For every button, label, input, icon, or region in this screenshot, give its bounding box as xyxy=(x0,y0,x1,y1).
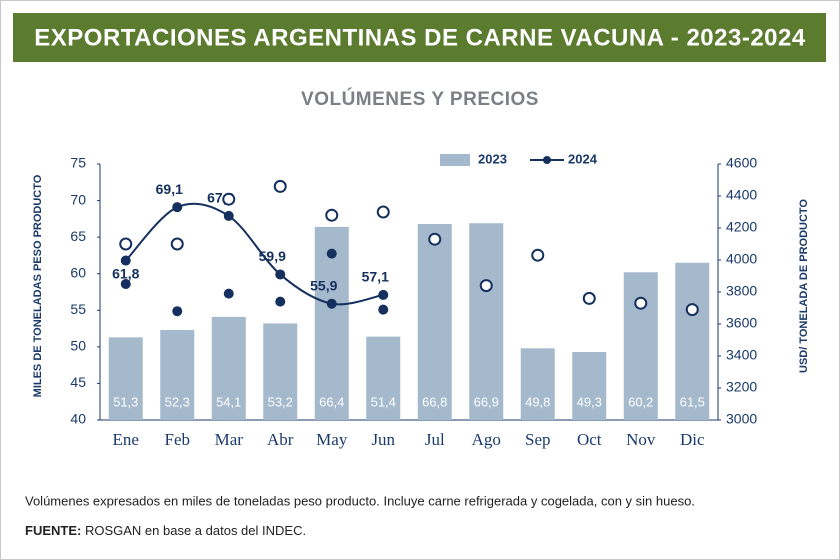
chart-title: EXPORTACIONES ARGENTINAS DE CARNE VACUNA… xyxy=(34,24,806,51)
scatter-point xyxy=(172,306,183,317)
line-value-label: 59,9 xyxy=(259,248,286,264)
line-point xyxy=(275,269,286,280)
scatter-point xyxy=(170,237,184,251)
source-text: ROSGAN en base a datos del INDEC. xyxy=(85,523,306,538)
bar-value-label: 60,2 xyxy=(628,394,653,409)
scatter-point xyxy=(325,208,339,222)
x-tick-label: May xyxy=(316,430,348,449)
bar xyxy=(520,348,555,420)
bar-value-label: 66,9 xyxy=(474,394,499,409)
scatter-point xyxy=(273,179,287,193)
scatter-point xyxy=(378,304,389,315)
bar xyxy=(263,323,298,420)
bar-value-label: 66,4 xyxy=(319,394,344,409)
bar-value-label: 52,3 xyxy=(165,394,190,409)
x-tick-label: Oct xyxy=(577,430,602,449)
bar-value-label: 61,5 xyxy=(680,394,705,409)
scatter-point xyxy=(120,279,131,289)
bar xyxy=(417,223,452,420)
bar-value-label: 51,4 xyxy=(371,394,396,409)
y2-tick-label: 4200 xyxy=(726,219,757,235)
line-point xyxy=(326,298,337,309)
bar-value-label: 51,3 xyxy=(113,394,138,409)
legend-swatch xyxy=(440,154,470,166)
line-value-label: 57,1 xyxy=(362,269,389,285)
y2-tick-label: 3600 xyxy=(726,315,757,331)
line-point xyxy=(223,210,234,221)
y-tick-label: 75 xyxy=(70,155,86,171)
y2-tick-label: 3200 xyxy=(726,379,757,395)
scatter-point xyxy=(531,248,545,262)
x-tick-label: Feb xyxy=(165,430,191,449)
footnote: Volúmenes expresados en miles de tonelad… xyxy=(25,493,695,508)
y2-tick-label: 3400 xyxy=(726,347,757,363)
chart-subtitle: VOLÚMENES Y PRECIOS xyxy=(301,88,539,110)
line-point xyxy=(120,255,131,266)
x-tick-label: Abr xyxy=(267,430,294,449)
bar xyxy=(314,226,349,420)
y2-axis-label: USD/ TONELADA DE PRODUCTO xyxy=(798,199,810,373)
scatter-point xyxy=(685,303,699,317)
legend-label: 2024 xyxy=(568,151,598,166)
source-label: FUENTE: xyxy=(25,523,81,538)
bar xyxy=(572,351,607,420)
scatter-point xyxy=(222,192,236,206)
line-value-label: 55,9 xyxy=(310,277,337,293)
y-tick-label: 70 xyxy=(70,191,86,207)
x-tick-label: Jun xyxy=(371,430,395,449)
bar xyxy=(469,223,504,420)
y2-tick-label: 3800 xyxy=(726,283,757,299)
line-value-label: 61,8 xyxy=(112,265,139,281)
scatter-point xyxy=(223,288,234,299)
y-axis-label: MILES DE TONELADAS PESO PRODUCTO xyxy=(32,174,44,397)
bar-value-label: 49,8 xyxy=(525,394,550,409)
y-tick-label: 45 xyxy=(70,374,86,390)
scatter-point xyxy=(376,205,390,219)
bar-value-label: 54,1 xyxy=(216,394,241,409)
bar-value-label: 49,3 xyxy=(577,394,602,409)
bar-value-label: 66,8 xyxy=(422,394,447,409)
x-tick-label: Sep xyxy=(525,430,551,449)
bar xyxy=(366,336,401,420)
legend-label: 2023 xyxy=(478,151,507,166)
y2-tick-label: 4000 xyxy=(726,251,757,267)
bar-value-label: 53,2 xyxy=(268,394,293,409)
line-point xyxy=(172,202,183,213)
source: FUENTE: ROSGAN en base a datos del INDEC… xyxy=(25,523,306,538)
y-tick-label: 55 xyxy=(70,301,86,317)
scatter-point xyxy=(119,237,133,251)
scatter-point xyxy=(275,296,286,307)
y2-tick-label: 4600 xyxy=(726,155,757,171)
bar xyxy=(108,337,143,420)
line-value-label: 69,1 xyxy=(156,181,183,197)
y2-tick-label: 4400 xyxy=(726,187,757,203)
scatter-point xyxy=(428,232,442,246)
x-tick-label: Nov xyxy=(626,430,656,449)
scatter-point xyxy=(634,296,648,310)
x-tick-label: Mar xyxy=(215,430,244,449)
scatter-point xyxy=(326,248,337,259)
y-tick-label: 60 xyxy=(70,264,86,280)
line-point xyxy=(378,289,389,300)
x-tick-label: Ago xyxy=(472,430,501,449)
y-tick-label: 40 xyxy=(70,411,86,427)
bar xyxy=(160,330,195,420)
bar xyxy=(211,316,246,420)
x-tick-label: Jul xyxy=(425,430,445,449)
bar xyxy=(675,262,710,420)
x-tick-label: Ene xyxy=(113,430,139,449)
x-tick-label: Dic xyxy=(680,430,705,449)
y2-tick-label: 3000 xyxy=(726,411,757,427)
y-tick-label: 65 xyxy=(70,228,86,244)
y-tick-label: 50 xyxy=(70,338,86,354)
scatter-point xyxy=(582,291,596,305)
legend-marker xyxy=(543,156,551,164)
scatter-point xyxy=(479,279,493,293)
title-banner xyxy=(13,13,826,62)
